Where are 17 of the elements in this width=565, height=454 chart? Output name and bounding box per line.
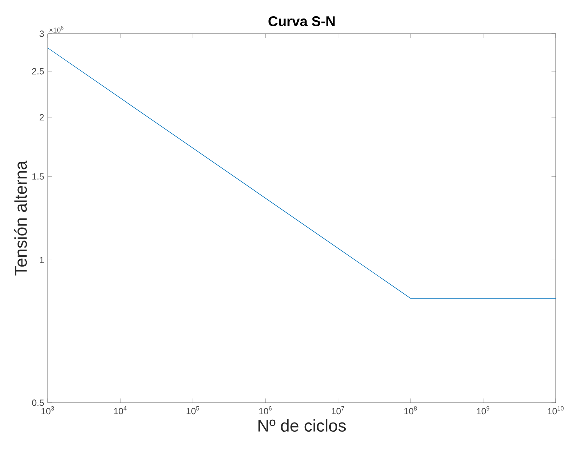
y-tick-label: 2.5: [32, 68, 44, 75]
x-tick-label: 10$^{4}$: [114, 406, 127, 415]
x-tick-label: 10$^{8}$: [404, 406, 418, 415]
x-tick-label: 10$^{9}$: [477, 406, 490, 415]
y-tick-label: 3: [40, 30, 44, 38]
y-axis-title: Tensión alterna: [14, 160, 28, 276]
x-tick-label: 10$^{7}$: [332, 406, 344, 415]
y-tick-label: 2: [40, 114, 44, 121]
x-tick-label: 10$^{3}$: [42, 406, 54, 415]
x-tick-label: 10$^{6}$: [259, 406, 272, 415]
chart-title: Curva S-N: [268, 16, 335, 26]
x-tick-label: 10$^{5}$: [186, 406, 200, 415]
x-axis-title: Nº de ciclos: [258, 419, 346, 432]
y-tick-label: 1.5: [32, 174, 44, 180]
y-tick-label: 0.5: [32, 400, 44, 406]
y-tick-label: 1: [40, 257, 44, 264]
x-tick-label: 10$^{10}$: [548, 406, 564, 415]
